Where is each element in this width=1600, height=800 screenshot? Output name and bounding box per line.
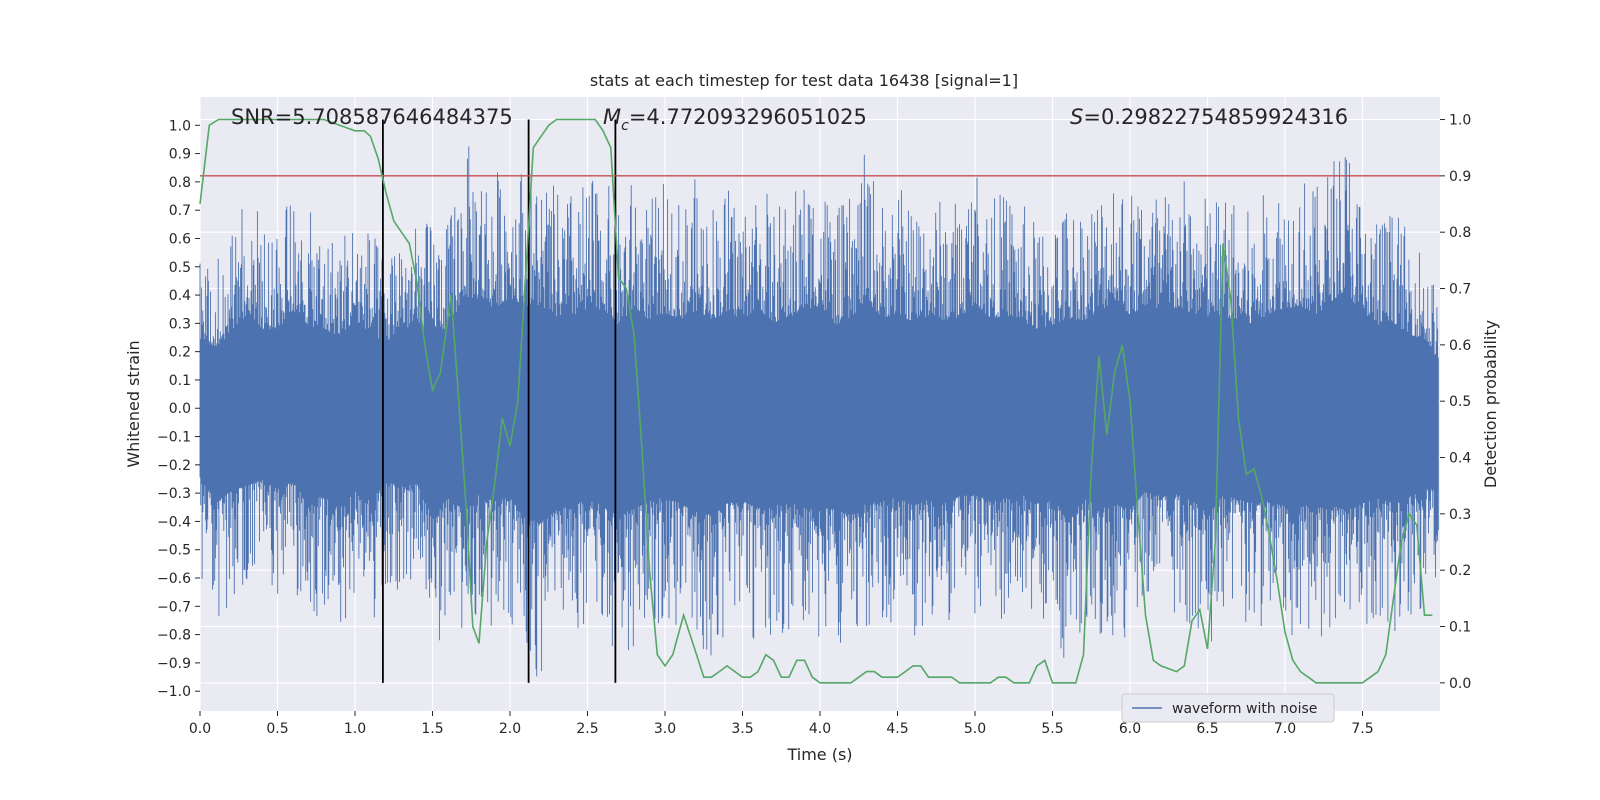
y-right-tick-label: 0.6 <box>1449 338 1471 354</box>
y-left-tick-label: 0.6 <box>169 231 191 247</box>
mc-symbol: M <box>603 105 621 129</box>
y-right-tick-label: 0.9 <box>1449 169 1471 185</box>
x-tick-label: 6.0 <box>1119 721 1141 737</box>
y-left-tick-label: −0.9 <box>157 656 191 672</box>
waveform-trace <box>199 146 1439 677</box>
mc-value: =4.772093296051025 <box>629 105 867 129</box>
y-left-tick-label: 0.0 <box>169 401 191 417</box>
y-left-tick-label: −0.8 <box>157 628 191 644</box>
s-annotation: S=0.29822754859924316 <box>1070 105 1348 129</box>
y-right-tick-label: 0.0 <box>1449 676 1471 692</box>
y-left-tick-label: 0.9 <box>169 147 191 163</box>
y-left-tick-label: −0.5 <box>157 543 191 559</box>
y-left-tick-label: 0.1 <box>169 373 191 389</box>
y-left-tick-label: 0.2 <box>169 345 191 361</box>
x-axis-label: Time (s) <box>786 745 852 764</box>
legend-label: waveform with noise <box>1172 701 1317 717</box>
x-axis-ticks: 0.0 0.5 1.0 1.5 2.0 2.5 3.0 3.5 4.0 4.5 5.0 5.5 6.0 6… <box>189 711 1374 737</box>
x-tick-label: 6.5 <box>1196 721 1218 737</box>
y-right-tick-label: 0.7 <box>1449 282 1471 298</box>
x-tick-label: 7.5 <box>1351 721 1373 737</box>
y-left-tick-label: −0.1 <box>157 430 191 446</box>
x-tick-label: 1.0 <box>344 721 366 737</box>
y-left-tick-label: −0.7 <box>157 599 191 615</box>
y-left-axis-label: Whitened strain <box>124 340 143 467</box>
x-tick-label: 3.5 <box>731 721 753 737</box>
mc-subscript: c <box>621 118 629 134</box>
x-tick-label: 3.0 <box>654 721 676 737</box>
x-tick-label: 2.5 <box>576 721 598 737</box>
x-tick-label: 7.0 <box>1274 721 1296 737</box>
y-right-axis-ticks: 0.0 0.1 0.2 0.3 0.4 0.5 0.6 0.7 0.8 0.9 1.0 <box>1440 113 1471 692</box>
y-left-tick-label: −0.2 <box>157 458 191 474</box>
y-right-tick-label: 0.3 <box>1449 507 1471 523</box>
y-left-tick-label: −1.0 <box>157 684 191 700</box>
chart-title: stats at each timestep for test data 164… <box>590 71 1018 90</box>
y-right-tick-label: 0.5 <box>1449 394 1471 410</box>
y-right-tick-label: 1.0 <box>1449 113 1471 129</box>
legend-box <box>1121 693 1335 723</box>
y-left-tick-label: 0.7 <box>169 203 191 219</box>
y-left-tick-label: 0.4 <box>169 288 191 304</box>
y-right-tick-label: 0.4 <box>1449 451 1471 467</box>
y-left-tick-label: 1.0 <box>169 118 191 134</box>
y-left-tick-label: −0.6 <box>157 571 191 587</box>
x-tick-label: 5.5 <box>1041 721 1063 737</box>
x-tick-label: 4.5 <box>886 721 908 737</box>
y-right-axis-label: Detection probability <box>1481 320 1500 488</box>
s-value: =0.29822754859924316 <box>1083 105 1348 129</box>
chirp-mass-annotation: Mc=4.772093296051025 <box>603 105 867 134</box>
x-tick-label: 4.0 <box>809 721 831 737</box>
y-right-tick-label: 0.1 <box>1449 620 1471 636</box>
waveform-series <box>199 146 1439 677</box>
y-right-tick-label: 0.8 <box>1449 225 1471 241</box>
y-left-tick-label: 0.3 <box>169 316 191 332</box>
x-tick-label: 2.0 <box>499 721 521 737</box>
s-symbol: S <box>1070 105 1083 129</box>
x-tick-label: 1.5 <box>421 721 443 737</box>
probability-line <box>199 118 1433 684</box>
y-left-axis-ticks: −1.0 −0.9 −0.8 −0.7 −0.6 −0.5 −0.4 −0.3 −0.2 −0.1… <box>157 118 200 700</box>
y-left-tick-label: 0.8 <box>169 175 191 191</box>
y-right-tick-label: 0.2 <box>1449 563 1471 579</box>
legend: waveform with noise <box>1121 693 1335 723</box>
snr-annotation: SNR=5.708587646484375 <box>231 105 513 129</box>
y-left-tick-label: −0.4 <box>157 514 191 530</box>
x-tick-label: 0.0 <box>189 721 211 737</box>
x-tick-label: 5.0 <box>964 721 986 737</box>
x-tick-label: 0.5 <box>266 721 288 737</box>
y-left-tick-label: 0.5 <box>169 260 191 276</box>
y-left-tick-label: −0.3 <box>157 486 191 502</box>
